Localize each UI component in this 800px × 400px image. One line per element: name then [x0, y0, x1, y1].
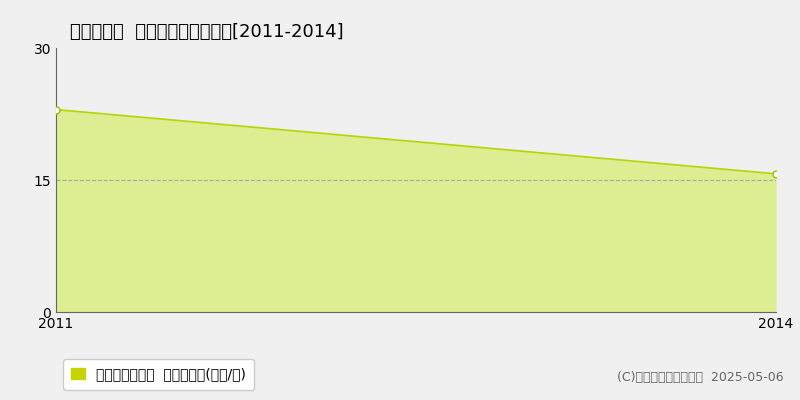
Text: (C)土地価格ドットコム  2025-05-06: (C)土地価格ドットコム 2025-05-06	[618, 371, 784, 384]
Legend: マンション価格  平均坪単価(万円/坪): マンション価格 平均坪単価(万円/坪)	[63, 359, 254, 390]
Text: 焼津市塩津  マンション価格推移[2011-2014]: 焼津市塩津 マンション価格推移[2011-2014]	[70, 23, 344, 41]
